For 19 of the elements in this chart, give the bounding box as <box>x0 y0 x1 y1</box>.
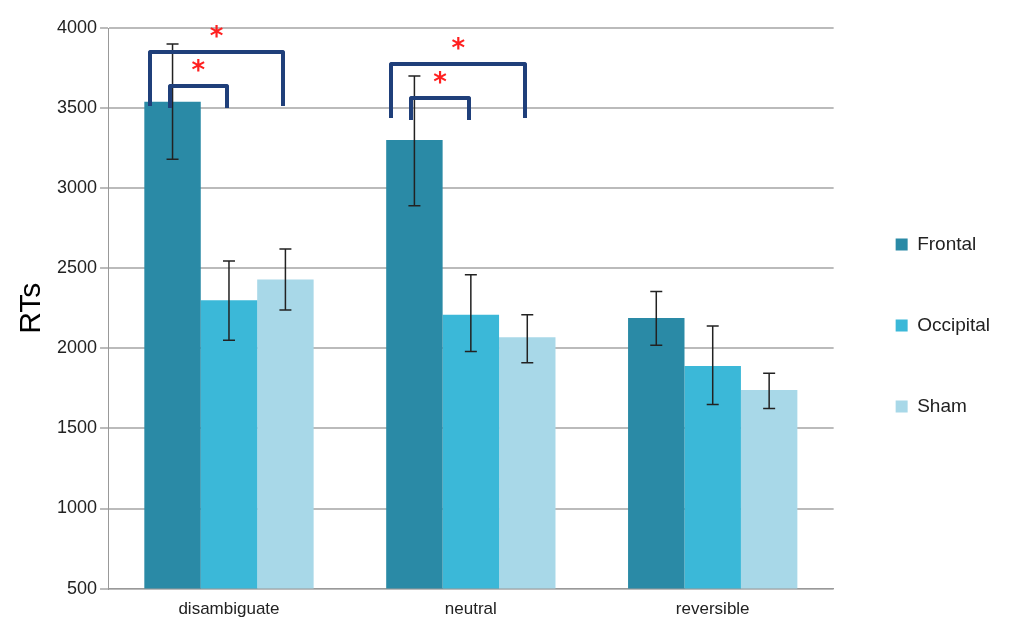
annotation: * <box>433 67 448 97</box>
y-tick-label: 3000 <box>57 177 98 198</box>
y-tick-label: 1500 <box>57 417 98 438</box>
y-tick-label: 500 <box>67 577 98 598</box>
x-tick-label: disambiguate <box>178 599 280 619</box>
y-tick-label: 2500 <box>57 257 98 278</box>
annotation: * <box>191 55 206 85</box>
annotation: * <box>451 33 466 63</box>
y-axis-title: RTs <box>13 282 47 334</box>
y-tick-label: 3500 <box>57 97 98 118</box>
legend-label: Frontal <box>917 232 977 254</box>
y-tick-label: 2000 <box>57 337 98 358</box>
y-tick-label: 1000 <box>57 497 98 518</box>
x-tick-label: neutral <box>444 599 497 619</box>
x-tick-label: reversible <box>675 599 750 619</box>
annotation: * <box>209 21 224 51</box>
y-tick-label: 4000 <box>57 16 98 37</box>
legend-label: Sham <box>917 394 967 416</box>
legend-label: Occipital <box>917 313 990 335</box>
